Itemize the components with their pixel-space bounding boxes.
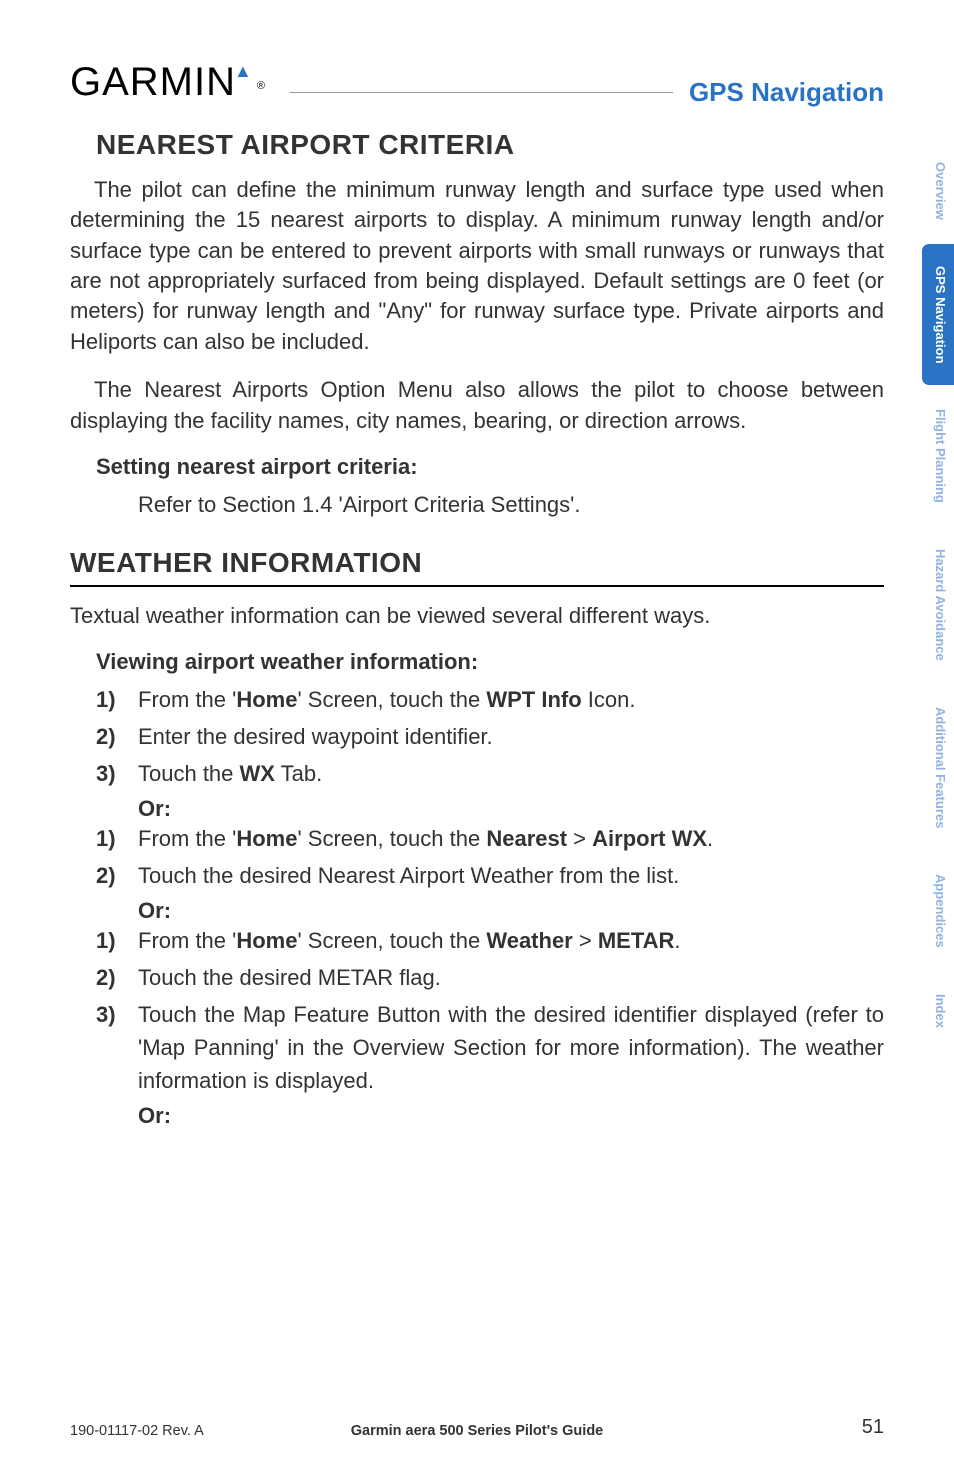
step-item: 2)Touch the desired METAR flag. (70, 961, 884, 994)
step-body: Touch the desired METAR flag. (138, 961, 884, 994)
step-number: 3) (96, 757, 138, 790)
step-number: 3) (96, 998, 138, 1097)
setting-criteria-title: Setting nearest airport criteria: (96, 454, 884, 480)
step-body: Enter the desired waypoint identifier. (138, 720, 884, 753)
logo-text: GARMIN (70, 60, 236, 105)
step-item: 3)Touch the WX Tab. (70, 757, 884, 790)
step-number: 2) (96, 961, 138, 994)
header-section-title: GPS Navigation (689, 77, 884, 108)
logo-registered: ® (257, 80, 276, 92)
step-or: Or: (138, 1103, 884, 1129)
side-tabs: OverviewGPS NavigationFlight PlanningHaz… (922, 140, 954, 1052)
side-tab-index[interactable]: Index (922, 972, 954, 1050)
procedure-blocks: 1)From the 'Home' Screen, touch the WPT … (70, 683, 884, 1129)
step-item: 1)From the 'Home' Screen, touch the WPT … (70, 683, 884, 716)
step-number: 1) (96, 924, 138, 957)
viewing-weather-title: Viewing airport weather information: (96, 649, 884, 675)
nearest-airport-heading: NEAREST AIRPORT CRITERIA (96, 129, 884, 161)
step-list: 1)From the 'Home' Screen, touch the Near… (70, 822, 884, 892)
garmin-logo: GARMIN▲ ® (70, 60, 274, 105)
step-body: Touch the desired Nearest Airport Weathe… (138, 859, 884, 892)
weather-intro: Textual weather information can be viewe… (70, 601, 884, 631)
step-item: 3)Touch the Map Feature Button with the … (70, 998, 884, 1097)
step-body: From the 'Home' Screen, touch the WPT In… (138, 683, 884, 716)
side-tab-additional-features[interactable]: Additional Features (922, 685, 954, 850)
step-item: 2)Enter the desired waypoint identifier. (70, 720, 884, 753)
step-list: 1)From the 'Home' Screen, touch the Weat… (70, 924, 884, 1097)
side-tab-overview[interactable]: Overview (922, 140, 954, 242)
step-number: 1) (96, 822, 138, 855)
page-header: GARMIN▲ ® GPS Navigation (70, 60, 884, 105)
section-rule (70, 585, 884, 587)
logo-delta-icon: ▲ (234, 61, 253, 82)
step-body: From the 'Home' Screen, touch the Neares… (138, 822, 884, 855)
step-body: From the 'Home' Screen, touch the Weathe… (138, 924, 884, 957)
side-tab-gps-navigation[interactable]: GPS Navigation (922, 244, 954, 386)
nearest-airport-para-2: The Nearest Airports Option Menu also al… (70, 375, 884, 436)
footer-left: 190-01117-02 Rev. A (70, 1423, 204, 1439)
weather-info-heading: WEATHER INFORMATION (70, 547, 884, 579)
setting-criteria-line: Refer to Section 1.4 'Airport Criteria S… (138, 488, 884, 521)
header-rule (290, 92, 673, 93)
step-or: Or: (138, 898, 884, 924)
step-item: 1)From the 'Home' Screen, touch the Weat… (70, 924, 884, 957)
side-tab-flight-planning[interactable]: Flight Planning (922, 387, 954, 525)
footer-right: 51 (862, 1416, 884, 1439)
step-body: Touch the Map Feature Button with the de… (138, 998, 884, 1097)
step-item: 2)Touch the desired Nearest Airport Weat… (70, 859, 884, 892)
step-number: 2) (96, 720, 138, 753)
step-number: 1) (96, 683, 138, 716)
step-or: Or: (138, 796, 884, 822)
page-footer: 190-01117-02 Rev. A Garmin aera 500 Seri… (70, 1416, 884, 1439)
step-item: 1)From the 'Home' Screen, touch the Near… (70, 822, 884, 855)
step-body: Touch the WX Tab. (138, 757, 884, 790)
nearest-airport-para-1: The pilot can define the minimum runway … (70, 175, 884, 357)
side-tab-hazard-avoidance[interactable]: Hazard Avoidance (922, 527, 954, 683)
step-list: 1)From the 'Home' Screen, touch the WPT … (70, 683, 884, 790)
step-number: 2) (96, 859, 138, 892)
side-tab-appendices[interactable]: Appendices (922, 852, 954, 970)
footer-center: Garmin aera 500 Series Pilot's Guide (351, 1423, 603, 1439)
